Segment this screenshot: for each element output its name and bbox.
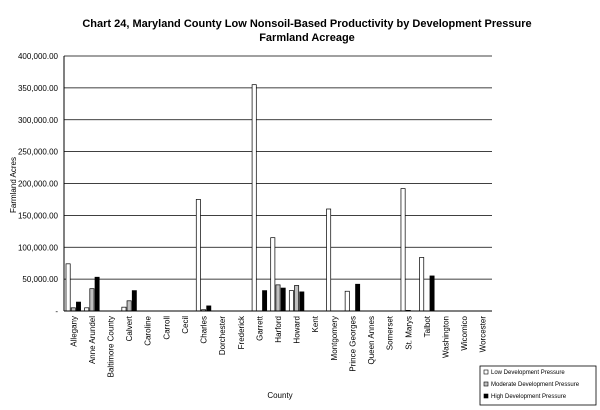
legend: Low Development Pressure Moderate Develop… bbox=[479, 365, 597, 406]
bar bbox=[294, 285, 300, 312]
x-axis-ticks: Allegany Anne Arundel Baltimore County Calv… bbox=[69, 315, 487, 377]
legend-swatch bbox=[483, 369, 489, 375]
y-tick-label: 350,000.00 bbox=[18, 84, 59, 93]
bar bbox=[126, 300, 132, 312]
legend-swatch bbox=[483, 393, 489, 399]
x-tick-label: Montgomery bbox=[330, 316, 339, 360]
x-tick-label: Calvert bbox=[125, 315, 134, 341]
x-tick-label: Cecil bbox=[181, 316, 190, 334]
bar bbox=[76, 301, 81, 312]
x-tick-label: Prince Georges bbox=[348, 316, 357, 372]
bar bbox=[400, 188, 406, 312]
x-tick-label: Charles bbox=[200, 316, 209, 344]
bar bbox=[195, 199, 201, 312]
bar bbox=[65, 263, 71, 312]
x-tick-label: Wicomico bbox=[460, 315, 469, 350]
gridlines bbox=[64, 55, 492, 280]
y-tick-label: 150,000.00 bbox=[18, 211, 59, 220]
x-tick-label: Somerset bbox=[386, 315, 395, 350]
bar bbox=[206, 305, 212, 312]
x-tick-label: Dorchester bbox=[218, 316, 227, 355]
x-tick-label: Harford bbox=[274, 316, 283, 343]
bar bbox=[288, 290, 294, 312]
bars bbox=[65, 84, 435, 312]
legend-label: Low Development Pressure bbox=[491, 370, 565, 376]
y-tick-label: 300,000.00 bbox=[18, 116, 59, 125]
x-tick-label: Garrett bbox=[255, 315, 264, 341]
chart-subtitle: Farmland Acreage bbox=[259, 32, 355, 44]
x-tick-label: Caroline bbox=[144, 315, 153, 345]
bar bbox=[355, 283, 361, 312]
y-tick-label: 50,000.00 bbox=[22, 275, 58, 284]
axes bbox=[63, 56, 492, 312]
y-tick-label: 200,000.00 bbox=[18, 180, 59, 189]
y-axis-ticks: - 50,000.00 100,000.00 150,000.00 200,000.00… bbox=[18, 52, 59, 316]
y-axis-title: Farmland Acres bbox=[9, 157, 18, 213]
legend-label: High Development Pressure bbox=[491, 394, 567, 400]
x-tick-label: Anne Arundel bbox=[88, 316, 97, 364]
x-tick-label: Talbot bbox=[423, 315, 432, 337]
x-tick-label: Baltimore County bbox=[107, 316, 116, 377]
bar bbox=[121, 306, 127, 312]
legend-swatch bbox=[483, 381, 489, 387]
legend-label: Moderate Development Pressure bbox=[491, 382, 580, 388]
x-tick-label: Carroll bbox=[162, 316, 171, 340]
bar bbox=[131, 290, 137, 312]
x-tick-label: Howard bbox=[293, 316, 302, 344]
y-tick-label: 250,000.00 bbox=[18, 148, 59, 157]
x-tick-label: Allegany bbox=[69, 316, 78, 347]
bar bbox=[89, 288, 95, 312]
x-tick-label: Queen Annes bbox=[367, 316, 376, 364]
x-tick-label: Kent bbox=[311, 315, 320, 332]
x-tick-label: Worcester bbox=[479, 316, 488, 353]
x-axis-title: County bbox=[267, 391, 292, 400]
bar bbox=[94, 276, 100, 312]
bar bbox=[326, 208, 332, 312]
bar bbox=[262, 290, 268, 312]
bar bbox=[429, 275, 435, 312]
bar bbox=[270, 237, 276, 312]
bar bbox=[275, 284, 281, 312]
bar bbox=[344, 290, 350, 312]
bar bbox=[419, 257, 425, 312]
x-tick-label: Frederick bbox=[237, 315, 246, 349]
bar bbox=[280, 287, 286, 312]
bar bbox=[299, 291, 305, 312]
y-tick-label: 100,000.00 bbox=[18, 243, 59, 252]
x-tick-label: Washington bbox=[441, 316, 450, 358]
bar bbox=[251, 84, 257, 312]
y-tick-label: - bbox=[55, 307, 58, 316]
legend-box bbox=[479, 365, 597, 406]
chart-title: Chart 24, Maryland County Low Nonsoil-Ba… bbox=[82, 18, 531, 30]
x-tick-label: St. Marys bbox=[404, 316, 413, 350]
y-tick-label: 400,000.00 bbox=[18, 52, 59, 61]
